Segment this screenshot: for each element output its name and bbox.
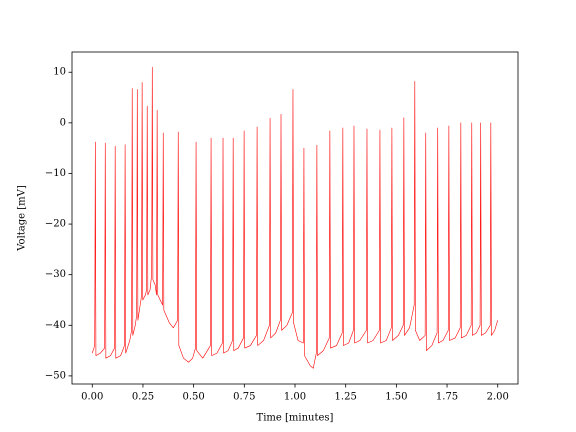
x-tick-label: 1.00 [284, 392, 306, 403]
y-tick-label: −10 [45, 168, 66, 179]
x-tick-label: 0.50 [183, 392, 205, 403]
y-tick-label: −20 [45, 219, 66, 230]
y-tick-label: 0 [60, 117, 66, 128]
voltage-trace [91, 66, 499, 369]
x-axis-label: Time [minutes] [257, 413, 334, 424]
y-axis-label: Voltage [mV] [17, 185, 28, 252]
x-tick-label: 1.25 [335, 392, 357, 403]
x-tick-label: 0.75 [233, 392, 255, 403]
y-tick-label: −50 [45, 370, 66, 381]
y-tick-label: −40 [45, 320, 66, 331]
x-tick-label: 1.75 [436, 392, 458, 403]
y-tick-label: 10 [53, 67, 66, 78]
x-tick-label: 2.00 [487, 392, 509, 403]
x-tick-label: 0.25 [132, 392, 154, 403]
plot-frame [71, 51, 519, 385]
x-tick-label: 0.00 [81, 392, 103, 403]
y-tick-label: −30 [45, 269, 66, 280]
x-tick-label: 1.50 [385, 392, 407, 403]
